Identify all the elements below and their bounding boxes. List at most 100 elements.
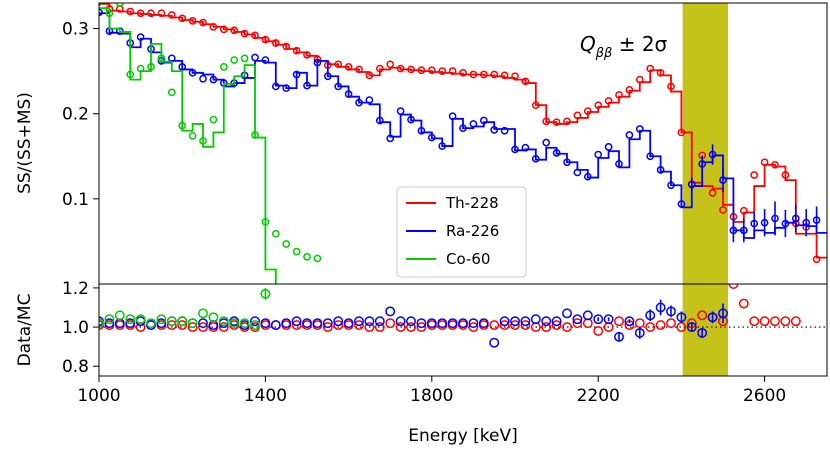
qbb-annotation: Qββ ± 2σ [580, 32, 668, 61]
data-point-th228 [375, 64, 384, 73]
data-point-ra226 [802, 218, 811, 227]
ratio-point-co60 [218, 316, 229, 327]
ratio-point-ra226 [520, 316, 531, 327]
data-point-ra226 [303, 81, 311, 90]
ratio-point-ra226 [364, 316, 375, 327]
bottom-ytick-label: 1.2 [62, 279, 89, 299]
data-point-ra226 [438, 142, 447, 150]
data-point-th228 [511, 72, 519, 81]
ratio-point-co60 [187, 318, 198, 329]
data-point-ra226 [583, 172, 592, 181]
ratio-point-th228 [395, 322, 406, 333]
ratio-point-th228 [198, 322, 208, 333]
data-point-ra226 [323, 72, 332, 81]
ratio-point-ra226 [437, 318, 448, 329]
ratio-point-th228 [759, 316, 770, 327]
ratio-point-ra226 [104, 318, 115, 329]
data-point-th228 [531, 101, 540, 110]
ratio-point-th228 [291, 320, 302, 331]
data-point-ra226 [375, 116, 384, 125]
data-point-ra226 [479, 116, 488, 125]
ratio-point-ra226 [447, 318, 458, 329]
ratio-point-co60 [198, 308, 208, 319]
data-point-ra226 [251, 53, 259, 62]
data-point-ra226 [459, 124, 467, 133]
data-point-co60 [136, 64, 145, 73]
data-point-th228 [490, 70, 499, 79]
ratio-point-ra226 [270, 320, 281, 331]
data-point-co60 [271, 229, 280, 238]
data-point-ra226 [188, 68, 197, 77]
ratio-point-co60 [104, 314, 115, 325]
ratio-point-ra226 [707, 312, 718, 323]
ratio-point-ra226 [510, 316, 520, 327]
data-point-th228 [303, 51, 311, 59]
data-point-co60 [167, 88, 176, 97]
data-point-th228 [677, 128, 686, 137]
data-point-ra226 [635, 125, 644, 133]
data-point-th228 [583, 107, 592, 115]
top-ytick-label: 0.2 [62, 105, 89, 125]
ratio-point-ra226 [603, 314, 614, 325]
data-point-ra226 [417, 126, 426, 135]
data-point-ra226 [739, 226, 748, 235]
ratio-point-ra226 [655, 302, 666, 313]
legend: Th-228 Ra-226 Co-60 [396, 186, 527, 278]
data-point-ra226 [427, 133, 436, 142]
data-point-ra226 [136, 33, 145, 41]
data-point-co60 [115, 3, 124, 7]
data-point-th228 [427, 66, 436, 75]
ratio-point-ra226 [395, 316, 406, 327]
data-point-ra226 [292, 70, 301, 79]
data-point-ra226 [646, 152, 655, 161]
data-point-th228 [219, 25, 228, 34]
data-point-ra226 [729, 226, 738, 235]
xtick-label: 1800 [410, 386, 453, 406]
ratio-point-th228 [166, 320, 177, 331]
data-point-co60 [313, 254, 322, 263]
data-point-ra226 [573, 168, 582, 177]
ratio-point-th228 [697, 310, 708, 321]
data-point-ra226 [719, 176, 727, 184]
ratio-point-th228 [770, 316, 780, 327]
ratio-point-th228 [364, 322, 375, 333]
data-point-th228 [708, 189, 717, 197]
data-point-ra226 [209, 75, 218, 84]
ratio-point-th228 [541, 322, 552, 333]
ratio-point-ra226 [634, 327, 645, 338]
ratio-point-ra226 [666, 306, 676, 317]
mc-step-co60 [99, 7, 277, 284]
data-point-co60 [188, 131, 197, 140]
ratio-point-th228 [634, 318, 645, 329]
data-point-co60 [147, 63, 155, 71]
data-point-ra226 [344, 90, 353, 98]
bottom-ytick-label: 0.8 [62, 357, 89, 377]
ratio-point-th228 [333, 320, 344, 331]
ratio-point-ra226 [260, 318, 271, 329]
ratio-point-th228 [416, 322, 427, 333]
xtick-label: 2200 [577, 386, 620, 406]
data-point-co60 [157, 54, 166, 63]
ratio-point-co60 [135, 314, 146, 325]
data-point-co60 [261, 217, 270, 226]
data-point-th228 [334, 60, 343, 69]
ratio-point-ra226 [343, 318, 354, 329]
ratio-point-th228 [520, 320, 531, 331]
qbb-band [682, 3, 728, 284]
ratio-point-th228 [738, 298, 749, 309]
ratio-point-ra226 [562, 308, 572, 319]
data-point-th228 [396, 64, 405, 73]
data-point-th228 [240, 29, 249, 38]
ratio-point-ra226 [541, 316, 552, 327]
ratio-point-th228 [728, 284, 739, 289]
data-point-ra226 [271, 82, 280, 91]
data-point-ra226 [521, 143, 530, 152]
data-point-th228 [656, 68, 665, 77]
legend-label-th228: Th-228 [445, 194, 499, 212]
ratio-point-ra226 [250, 316, 260, 327]
data-point-ra226 [625, 131, 634, 139]
data-point-ra226 [396, 107, 405, 115]
data-point-ra226 [812, 216, 821, 224]
ratio-point-co60 [166, 316, 177, 327]
